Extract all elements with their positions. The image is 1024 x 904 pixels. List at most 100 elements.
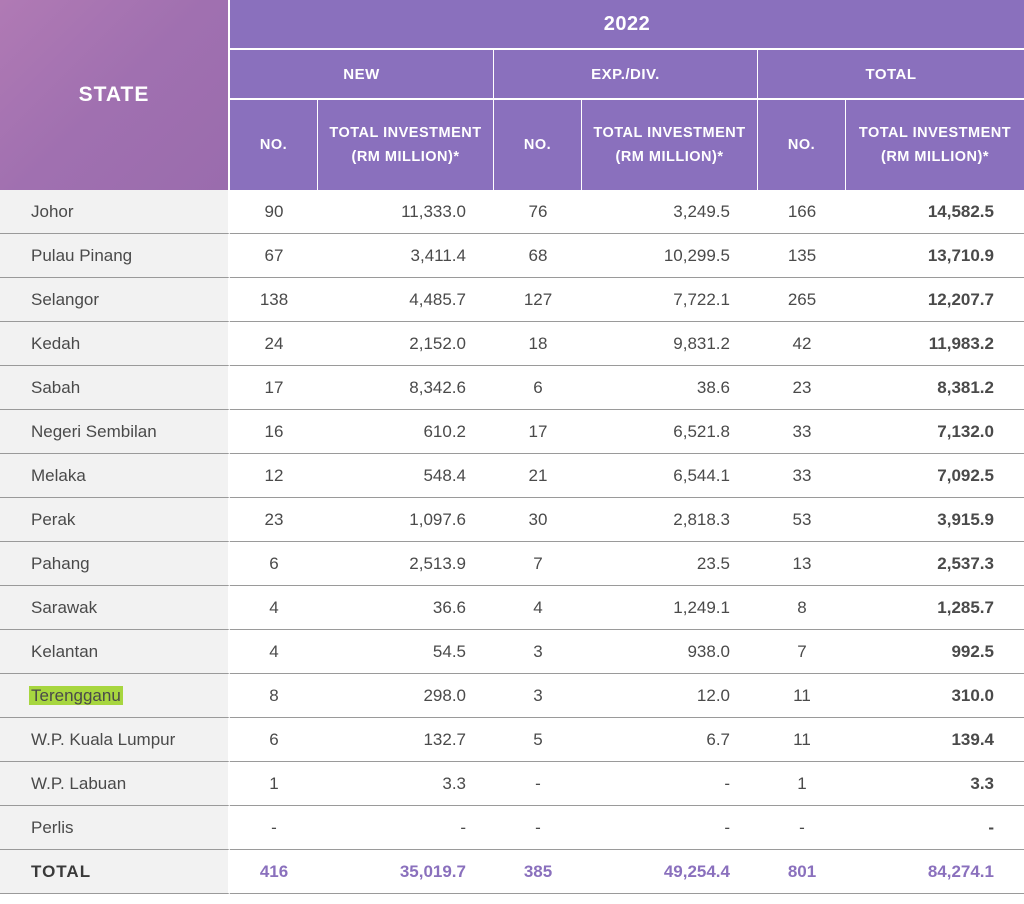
cell-new-investment: 3,411.4: [318, 234, 494, 278]
cell-total-investment: 992.5: [846, 630, 1024, 674]
cell-exp-no: 3: [494, 630, 582, 674]
cell-exp-investment: 23.5: [582, 542, 758, 586]
state-name: Selangor: [31, 289, 100, 309]
cell-total-investment: 3,915.9: [846, 498, 1024, 542]
cell-new-investment: 8,342.6: [318, 366, 494, 410]
cell-new-investment: 610.2: [318, 410, 494, 454]
investment-header-line2: (RM MILLION)*: [881, 149, 989, 165]
investment-header-line2: (RM MILLION)*: [615, 149, 724, 165]
cell-total-no: 42: [758, 322, 846, 366]
cell-exp-investment: 1,249.1: [582, 586, 758, 630]
cell-exp-investment: 6.7: [582, 718, 758, 762]
total-new-investment: 35,019.7: [318, 850, 494, 894]
cell-new-investment: 298.0: [318, 674, 494, 718]
exp-investment-header: TOTAL INVESTMENT (RM MILLION)*: [582, 100, 758, 190]
cell-new-investment: 1,097.6: [318, 498, 494, 542]
cell-total-no: 11: [758, 718, 846, 762]
cell-total-investment: 139.4: [846, 718, 1024, 762]
table-row: Pahang 6 2,513.9 7 23.5 13 2,537.3: [0, 542, 1024, 586]
cell-new-investment: 11,333.0: [318, 190, 494, 234]
cell-new-no: 4: [230, 586, 318, 630]
cell-total-no: 8: [758, 586, 846, 630]
cell-new-no: 6: [230, 542, 318, 586]
cell-exp-investment: 6,521.8: [582, 410, 758, 454]
total-label: TOTAL: [0, 850, 230, 894]
cell-total-investment: 7,132.0: [846, 410, 1024, 454]
cell-new-investment: 2,152.0: [318, 322, 494, 366]
cell-new-no: 6: [230, 718, 318, 762]
state-name-cell: Kedah: [0, 322, 230, 366]
cell-new-investment: -: [318, 806, 494, 850]
state-name-cell: W.P. Labuan: [0, 762, 230, 806]
state-name: Pulau Pinang: [31, 245, 133, 265]
year-header: 2022: [230, 0, 1024, 50]
state-name: Sarawak: [31, 597, 98, 617]
total-no-header: NO.: [758, 100, 846, 190]
table-row: Kelantan 4 54.5 3 938.0 7 992.5: [0, 630, 1024, 674]
table-row: W.P. Labuan 1 3.3- -1 3.3: [0, 762, 1024, 806]
cell-total-investment: -: [846, 806, 1024, 850]
cell-total-no: 23: [758, 366, 846, 410]
table-row: Sabah 17 8,342.6 6 38.6 23 8,381.2: [0, 366, 1024, 410]
investment-header-line1: TOTAL INVESTMENT: [329, 125, 482, 141]
cell-total-investment: 13,710.9: [846, 234, 1024, 278]
investment-header-line2: (RM MILLION)*: [351, 149, 460, 165]
cell-exp-no: 18: [494, 322, 582, 366]
cell-total-no: 13: [758, 542, 846, 586]
cell-total-no: 11: [758, 674, 846, 718]
cell-total-investment: 7,092.5: [846, 454, 1024, 498]
cell-total-investment: 11,983.2: [846, 322, 1024, 366]
new-investment-header: TOTAL INVESTMENT (RM MILLION)*: [318, 100, 494, 190]
table-row: Pulau Pinang 67 3,411.4 68 10,299.5 135 13,710…: [0, 234, 1024, 278]
exp-no-header: NO.: [494, 100, 582, 190]
state-name: Kelantan: [31, 641, 99, 661]
cell-new-investment: 4,485.7: [318, 278, 494, 322]
state-name-cell: Terengganu: [0, 674, 230, 718]
cell-exp-no: 4: [494, 586, 582, 630]
state-name-cell: Melaka: [0, 454, 230, 498]
total-total-investment: 84,274.1: [846, 850, 1024, 894]
table-row: Sarawak 4 36.6 4 1,249.1 8 1,285.7: [0, 586, 1024, 630]
table-header: STATE 2022 NEW EXP./DIV. TOTAL NO. TOTAL…: [0, 0, 1024, 190]
cell-new-no: 16: [230, 410, 318, 454]
state-name: W.P. Labuan: [31, 773, 127, 793]
cell-new-no: 1: [230, 762, 318, 806]
cell-exp-no: -: [494, 762, 582, 806]
cell-total-no: 166: [758, 190, 846, 234]
group-header-exp-div: EXP./DIV.: [494, 50, 758, 100]
cell-exp-no: 5: [494, 718, 582, 762]
state-name: Sabah: [31, 377, 81, 397]
table-row: Kedah 24 2,152.0 18 9,831.2 42 11,983.2: [0, 322, 1024, 366]
total-exp-no: 385: [494, 850, 582, 894]
state-name-cell: Sarawak: [0, 586, 230, 630]
cell-new-no: 67: [230, 234, 318, 278]
cell-exp-investment: 12.0: [582, 674, 758, 718]
state-name-cell: Negeri Sembilan: [0, 410, 230, 454]
cell-exp-no: 21: [494, 454, 582, 498]
cell-exp-no: 17: [494, 410, 582, 454]
cell-total-investment: 2,537.3: [846, 542, 1024, 586]
cell-new-no: 17: [230, 366, 318, 410]
cell-total-no: 7: [758, 630, 846, 674]
cell-exp-investment: 6,544.1: [582, 454, 758, 498]
cell-total-no: 33: [758, 410, 846, 454]
cell-total-no: 265: [758, 278, 846, 322]
cell-total-investment: 14,582.5: [846, 190, 1024, 234]
cell-exp-no: -: [494, 806, 582, 850]
table-row: Melaka 12 548.4 21 6,544.1 33 7,092.5: [0, 454, 1024, 498]
cell-total-investment: 310.0: [846, 674, 1024, 718]
table-row: Terengganu 8 298.0 3 12.0 11 310.0: [0, 674, 1024, 718]
state-name-cell: W.P. Kuala Lumpur: [0, 718, 230, 762]
cell-exp-investment: -: [582, 806, 758, 850]
state-name-cell: Perak: [0, 498, 230, 542]
cell-exp-no: 3: [494, 674, 582, 718]
total-total-no: 801: [758, 850, 846, 894]
cell-total-no: 53: [758, 498, 846, 542]
cell-new-investment: 36.6: [318, 586, 494, 630]
table-row: Selangor 138 4,485.7 127 7,722.1 265 12,207.7: [0, 278, 1024, 322]
cell-exp-investment: 7,722.1: [582, 278, 758, 322]
state-column-header: STATE: [0, 0, 230, 190]
cell-exp-no: 7: [494, 542, 582, 586]
cell-new-investment: 132.7: [318, 718, 494, 762]
